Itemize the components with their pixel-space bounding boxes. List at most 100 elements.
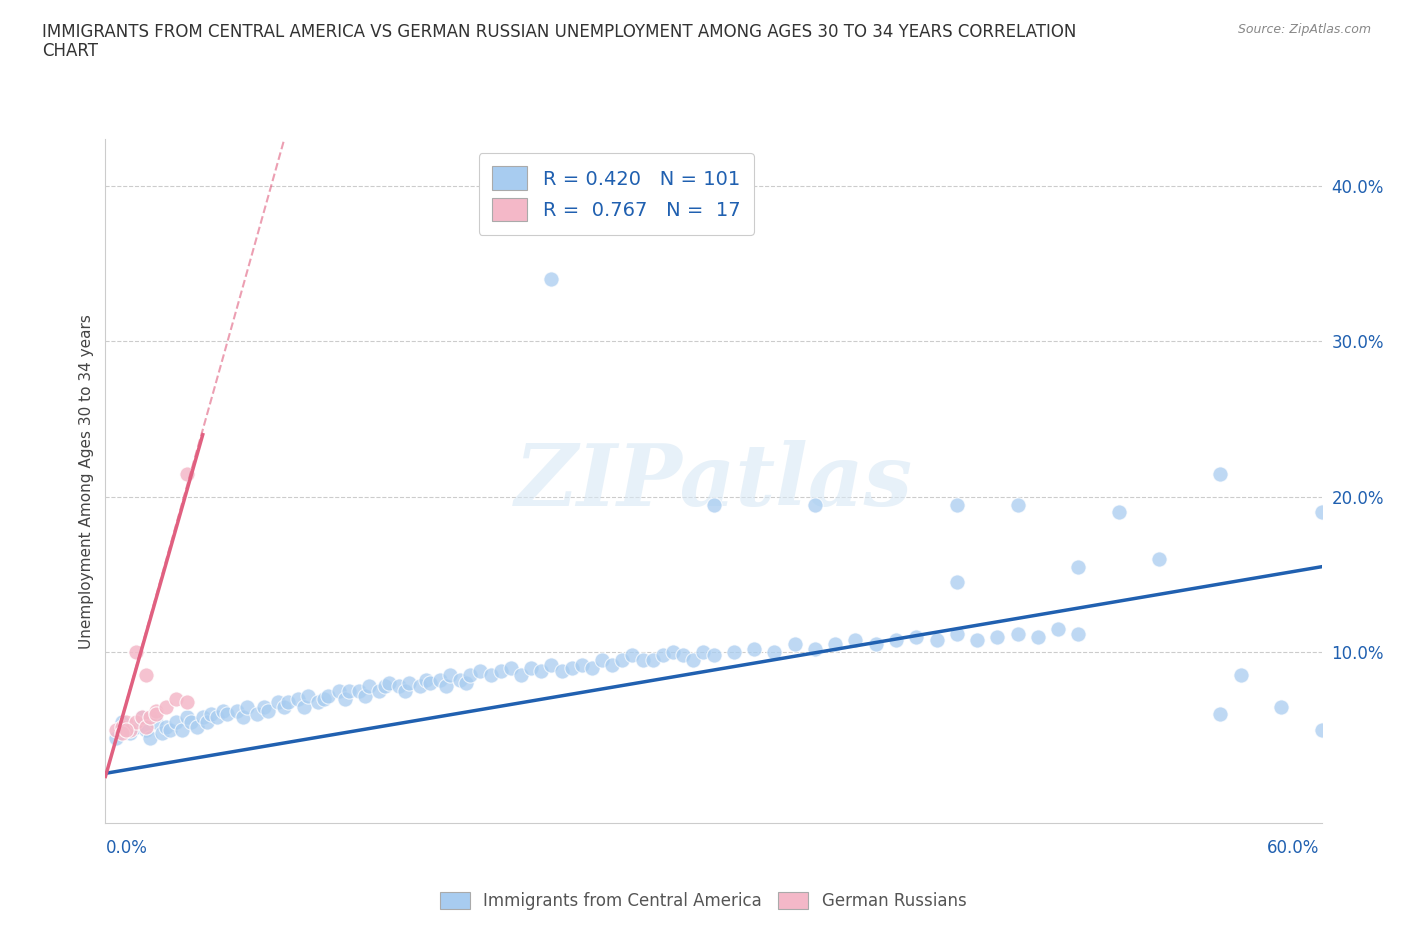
- Text: IMMIGRANTS FROM CENTRAL AMERICA VS GERMAN RUSSIAN UNEMPLOYMENT AMONG AGES 30 TO : IMMIGRANTS FROM CENTRAL AMERICA VS GERMA…: [42, 23, 1077, 41]
- Point: [333, 691, 356, 706]
- Point: [226, 704, 249, 719]
- Text: 60.0%: 60.0%: [1267, 839, 1319, 857]
- Point: [702, 648, 725, 663]
- Point: [621, 648, 644, 663]
- Y-axis label: Unemployment Among Ages 30 to 34 years: Unemployment Among Ages 30 to 34 years: [79, 313, 94, 649]
- Point: [510, 668, 533, 683]
- Point: [415, 672, 437, 687]
- Point: [631, 653, 654, 668]
- Point: [159, 723, 181, 737]
- Point: [297, 688, 319, 703]
- Point: [651, 648, 673, 663]
- Point: [155, 719, 177, 734]
- Point: [1351, 357, 1374, 372]
- Point: [125, 719, 148, 734]
- Point: [176, 466, 198, 481]
- Point: [865, 637, 887, 652]
- Point: [489, 663, 512, 678]
- Point: [1067, 626, 1090, 641]
- Point: [267, 695, 290, 710]
- Point: [135, 723, 157, 737]
- Point: [763, 644, 786, 659]
- Point: [783, 637, 806, 652]
- Point: [966, 632, 988, 647]
- Point: [131, 710, 153, 724]
- Point: [273, 699, 295, 714]
- Point: [1007, 626, 1029, 641]
- Point: [439, 668, 461, 683]
- Point: [641, 653, 664, 668]
- Point: [180, 714, 202, 729]
- Legend: R = 0.420   N = 101, R =  0.767   N =  17: R = 0.420 N = 101, R = 0.767 N = 17: [478, 153, 754, 235]
- Point: [111, 719, 134, 734]
- Point: [111, 725, 134, 740]
- Point: [692, 644, 714, 659]
- Point: [217, 707, 239, 722]
- Text: Source: ZipAtlas.com: Source: ZipAtlas.com: [1237, 23, 1371, 36]
- Point: [111, 714, 134, 729]
- Point: [1108, 505, 1130, 520]
- Point: [104, 730, 127, 745]
- Point: [550, 663, 572, 678]
- Point: [287, 691, 309, 706]
- Point: [131, 710, 153, 724]
- Point: [804, 498, 827, 512]
- Point: [125, 714, 148, 729]
- Point: [307, 695, 329, 710]
- Point: [191, 710, 214, 724]
- Point: [328, 684, 350, 698]
- Point: [449, 672, 471, 687]
- Point: [824, 637, 846, 652]
- Point: [357, 679, 380, 694]
- Point: [378, 676, 401, 691]
- Point: [114, 723, 136, 737]
- Point: [945, 626, 967, 641]
- Point: [986, 630, 1008, 644]
- Point: [139, 730, 162, 745]
- Point: [145, 714, 167, 729]
- Point: [118, 723, 141, 737]
- Point: [314, 691, 336, 706]
- Point: [135, 719, 157, 734]
- Point: [540, 658, 562, 672]
- Point: [232, 710, 254, 724]
- Point: [145, 707, 167, 722]
- Point: [195, 714, 218, 729]
- Point: [104, 723, 127, 737]
- Point: [165, 691, 187, 706]
- Point: [139, 710, 162, 724]
- Point: [702, 498, 725, 512]
- Point: [456, 676, 478, 691]
- Point: [205, 710, 228, 724]
- Point: [905, 630, 928, 644]
- Point: [1310, 723, 1333, 737]
- Point: [125, 644, 148, 659]
- Point: [1270, 699, 1292, 714]
- Point: [520, 660, 543, 675]
- Point: [200, 707, 222, 722]
- Point: [581, 660, 603, 675]
- Point: [540, 272, 562, 286]
- Point: [368, 684, 391, 698]
- Point: [256, 704, 278, 719]
- Point: [1310, 505, 1333, 520]
- Point: [135, 668, 157, 683]
- Point: [662, 644, 685, 659]
- Point: [844, 632, 866, 647]
- Point: [682, 653, 704, 668]
- Point: [347, 684, 370, 698]
- Point: [723, 644, 745, 659]
- Point: [1209, 707, 1232, 722]
- Point: [561, 660, 583, 675]
- Point: [277, 695, 299, 710]
- Point: [672, 648, 695, 663]
- Point: [925, 632, 948, 647]
- Text: CHART: CHART: [42, 42, 98, 60]
- Point: [337, 684, 360, 698]
- Point: [1229, 668, 1251, 683]
- Point: [1149, 551, 1171, 566]
- Point: [394, 684, 416, 698]
- Point: [172, 723, 194, 737]
- Point: [612, 653, 634, 668]
- Point: [600, 658, 623, 672]
